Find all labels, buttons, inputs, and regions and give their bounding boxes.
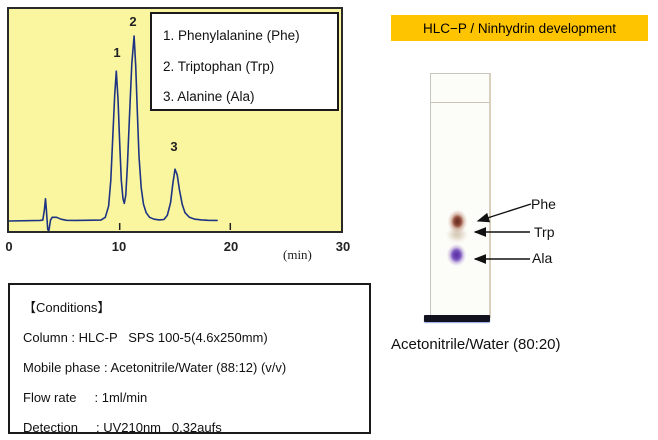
legend-item-phe: 1. Phenylalanine (Phe) (163, 28, 300, 43)
peak-label-2: 2 (129, 14, 137, 29)
conditions-column: Column : HLC-P SPS 100-5(4.6x250mm) (23, 330, 268, 345)
tlc-spot-ala (447, 244, 466, 266)
tlc-spot-trp (447, 227, 467, 242)
tlc-spot-label-ala: Ala (532, 250, 553, 266)
conditions-title: 【Conditions】 (23, 300, 111, 315)
x-axis-unit-label: (min) (283, 247, 312, 262)
chromatogram-trace-svg (9, 35, 232, 231)
legend-item-trp: 2. Triptophan (Trp) (163, 58, 275, 74)
x-tick-label-20: 20 (223, 239, 239, 254)
chromatogram-trace (9, 35, 218, 231)
peak-label-3: 3 (170, 139, 178, 154)
conditions-box: 【Conditions】 Column : HLC-P SPS 100-5(4.… (8, 283, 371, 435)
conditions-mobile-phase: Mobile phase : Acetonitrile/Water (88:12… (23, 360, 287, 375)
tlc-plate-bottom-edge (424, 315, 490, 322)
tlc-caption: Acetonitrile/Water (80:20) (391, 336, 561, 353)
tlc-spot-label-trp: Trp (534, 224, 555, 240)
tlc-plate-solvent-front-line (431, 102, 489, 103)
tlc-header-banner: HLC−P / Ninhydrin development (391, 15, 648, 41)
legend-item-ala: 3. Alanine (Ala) (163, 89, 255, 104)
conditions-flow-rate: Flow rate : 1ml/min (23, 390, 148, 405)
x-tick-label-30: 30 (335, 239, 351, 254)
tlc-spot-arrows (473, 203, 532, 264)
peak-label-1: 1 (113, 45, 121, 60)
phe-arrow (476, 203, 532, 223)
x-tick-label-10: 10 (111, 239, 127, 254)
tlc-spot-label-phe: Phe (531, 196, 556, 212)
x-tick-label-0: 0 (5, 239, 13, 254)
chromatogram-legend: 1. Phenylalanine (Phe) 2. Triptophan (Tr… (150, 12, 339, 111)
conditions-detection: Detection : UV210nm 0.32aufs (23, 420, 222, 435)
